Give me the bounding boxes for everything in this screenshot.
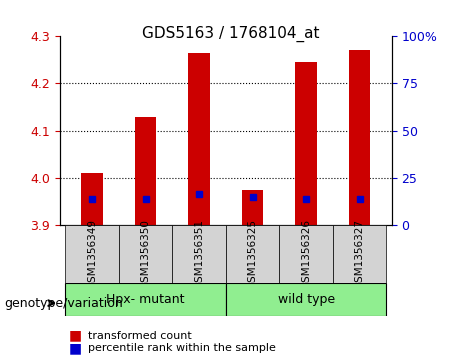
Bar [189,53,210,225]
Text: GSM1356350: GSM1356350 [141,219,151,289]
FancyBboxPatch shape [119,225,172,283]
FancyBboxPatch shape [226,283,386,316]
Text: genotype/variation: genotype/variation [5,297,124,310]
Text: ■: ■ [69,342,82,355]
Text: Hpx- mutant: Hpx- mutant [106,293,185,306]
Text: GSM1356349: GSM1356349 [87,219,97,289]
Bar [81,173,103,225]
Bar [135,117,156,225]
FancyBboxPatch shape [65,225,119,283]
Text: percentile rank within the sample: percentile rank within the sample [88,343,276,354]
Bar [296,62,317,225]
Text: ■: ■ [69,329,82,343]
FancyBboxPatch shape [279,225,333,283]
FancyBboxPatch shape [333,225,386,283]
Text: GSM1356327: GSM1356327 [355,219,365,289]
Text: transformed count: transformed count [88,331,191,341]
Bar [349,50,371,225]
Text: wild type: wild type [278,293,335,306]
FancyBboxPatch shape [172,225,226,283]
Text: GSM1356325: GSM1356325 [248,219,258,289]
Text: GDS5163 / 1768104_at: GDS5163 / 1768104_at [142,25,319,42]
Text: GSM1356326: GSM1356326 [301,219,311,289]
Text: GSM1356351: GSM1356351 [194,219,204,289]
FancyBboxPatch shape [65,283,226,316]
FancyBboxPatch shape [226,225,279,283]
Bar [242,190,263,225]
